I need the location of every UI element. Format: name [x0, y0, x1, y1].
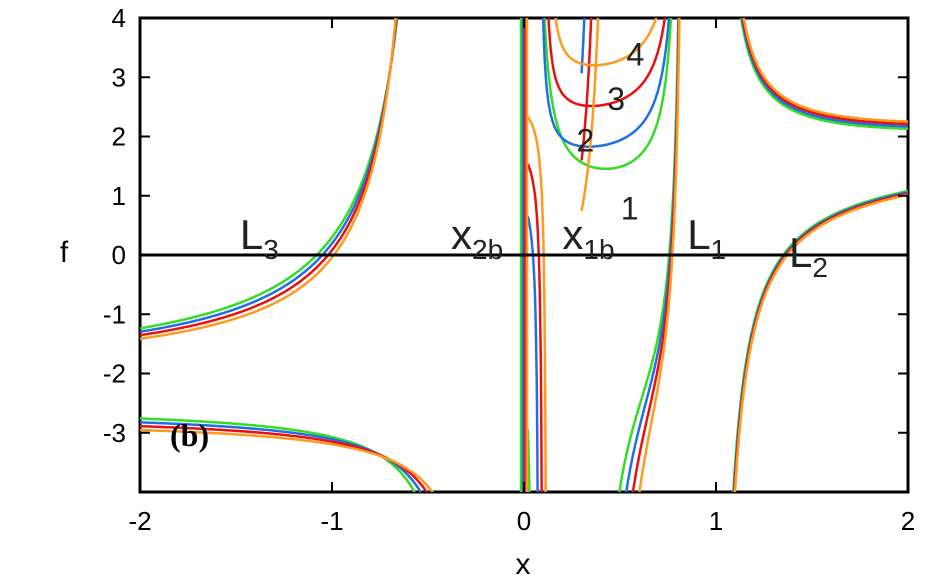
curve-label: 1 [621, 190, 639, 226]
x-tick-label: 1 [709, 506, 723, 536]
annotation-main: L [789, 229, 812, 276]
series-1-lower-left-branch [140, 417, 416, 492]
y-tick-label: -3 [103, 418, 126, 448]
x-axis-title: x [516, 548, 531, 581]
x-tick-label: 2 [901, 506, 915, 536]
series-3-right-upper-branch [741, 18, 908, 126]
panel-label: (b) [170, 417, 209, 453]
series-2-right-upper-branch [740, 18, 908, 128]
annotation-sub: 1 [711, 234, 727, 265]
series-4-lower-left-branch [140, 428, 434, 492]
curve-label: 3 [607, 81, 625, 117]
series-3-upper-left-branch [140, 18, 398, 337]
series-3-middle-branch [526, 18, 667, 492]
annotation-label: L2 [789, 229, 828, 283]
annotation-label: x2b [451, 211, 503, 265]
annotation-sub: 2 [812, 252, 828, 283]
y-tick-label: 2 [112, 122, 126, 152]
series-2-lower-left-branch [140, 421, 423, 492]
annotation-sub: 1b [583, 234, 614, 265]
series-4-right-lower-branch [733, 193, 908, 492]
series-1-right-lower-branch [732, 189, 908, 492]
series-1-upper-left-branch [140, 18, 399, 330]
annotation-main: x [562, 211, 583, 258]
x-tick-label: -2 [128, 506, 151, 536]
y-tick-label: 4 [112, 3, 126, 33]
annotation-label: L1 [687, 211, 726, 265]
series-4-right-upper-branch [742, 18, 908, 123]
series-4-lower-middle-branch [580, 18, 681, 492]
y-tick-label: -2 [103, 359, 126, 389]
series-4-upper-left-branch [140, 18, 397, 341]
y-tick-label: 1 [112, 181, 126, 211]
annotation-sub: 2b [472, 234, 503, 265]
annotation-sub: 3 [263, 234, 279, 265]
series-4-middle-branch [526, 18, 658, 492]
y-tick-label: 3 [112, 62, 126, 92]
x-tick-label: -1 [320, 506, 343, 536]
curve-label: 4 [626, 36, 644, 72]
curve-label: 2 [577, 122, 595, 158]
annotation-main: L [240, 211, 263, 258]
series-3-lower-left-branch [140, 424, 429, 492]
y-axis-title: f [60, 236, 69, 269]
annotation-label: L3 [240, 211, 279, 265]
y-tick-label: -1 [103, 299, 126, 329]
annotation-label: x1b [562, 211, 614, 265]
curves [140, 18, 908, 492]
curve-group [140, 18, 908, 492]
series-1-right-upper-branch [739, 18, 908, 131]
annotation-main: L [687, 211, 710, 258]
y-tick-label: 0 [112, 240, 126, 270]
x-tick-label: 0 [517, 506, 531, 536]
annotation-main: x [451, 211, 472, 258]
series-1-middle-branch [526, 18, 673, 492]
series-2-upper-left-branch [140, 18, 398, 334]
